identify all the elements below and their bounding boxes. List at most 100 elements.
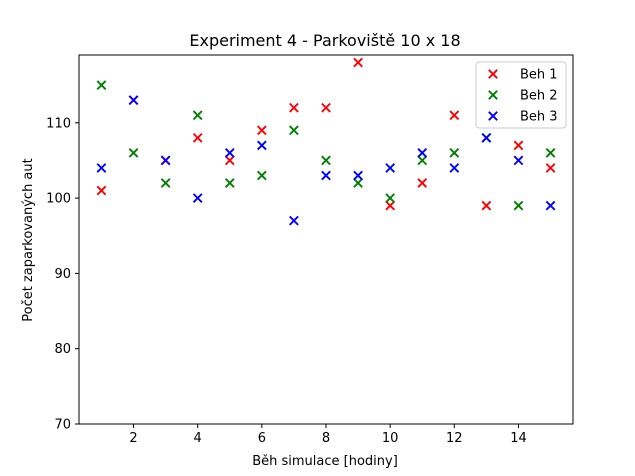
legend-label-1: Beh 1 [520,68,558,83]
data-point-s2-15-stroke-b [545,148,556,158]
data-point-s2-10-stroke-b [385,193,396,203]
data-point-s1-9-stroke-b [353,57,363,68]
legend-marker-1-stroke-b [488,69,498,79]
chart-title: Experiment 4 - Parkoviště 10 x 18 [189,31,460,50]
data-point-s3-8 [321,170,331,181]
data-point-s2-4-stroke-b [192,110,203,121]
data-point-s2-12-stroke-b [449,148,460,158]
data-point-s3-5-stroke-b [224,148,235,158]
data-point-s3-12-stroke-b [449,163,460,173]
data-point-s1-11-stroke-b [417,178,428,188]
data-point-s3-7 [289,215,299,226]
data-point-s3-10 [385,163,396,173]
data-point-s1-10 [385,200,396,211]
data-point-s1-8 [321,102,331,113]
data-point-s1-5-stroke-b [224,155,235,166]
y-axis-label: Počet zaparkovaných aut [21,158,36,322]
legend-marker-1 [488,69,498,79]
data-point-s2-1 [96,80,107,90]
data-point-s2-5-stroke-b [224,178,235,188]
data-point-s1-14-stroke-b [513,140,524,151]
data-point-s1-14 [513,140,524,151]
x-tick-label: 6 [258,431,266,446]
y-axis: 70 80 90 100 110 [46,116,79,433]
legend-marker-2-stroke-b [488,90,498,100]
data-point-s3-9-stroke-b [353,170,363,181]
data-point-s2-4 [192,110,203,121]
data-point-s3-9 [353,170,363,181]
legend-label-3: Beh 3 [520,110,558,125]
x-tick-label: 2 [129,431,137,446]
data-point-s3-5 [224,148,235,158]
x-tick-label: 10 [382,431,399,446]
data-point-s2-8-stroke-b [321,155,331,166]
data-point-s3-2 [128,95,139,106]
data-point-s2-6 [256,170,267,181]
data-point-s2-3-stroke-b [160,178,171,188]
y-tick-label: 90 [54,267,71,282]
y-tick-label: 80 [54,342,71,357]
legend-label-2: Beh 2 [520,89,558,104]
data-point-s2-11-stroke-b [417,155,428,166]
data-point-s2-9 [353,178,363,188]
data-point-s3-15 [545,200,556,211]
data-point-s1-5 [224,155,235,166]
data-point-s1-10-stroke-b [385,200,396,211]
data-point-s3-10-stroke-b [385,163,396,173]
data-point-s3-7-stroke-b [289,215,299,226]
data-point-s1-1 [96,185,107,196]
x-tick-label: 12 [446,431,463,446]
data-point-s2-5 [224,178,235,188]
data-point-s3-3 [160,155,171,166]
data-point-s3-3-stroke-b [160,155,171,166]
data-point-s1-4 [192,132,203,143]
legend-box [475,61,567,129]
data-point-s1-4-stroke-b [192,132,203,143]
data-point-s2-10 [385,193,396,203]
data-point-s2-7 [289,125,299,136]
legend-marker-3 [488,111,498,121]
plot-marks [96,57,556,226]
data-point-s2-1-stroke-b [96,80,107,90]
data-point-s2-6-stroke-b [256,170,267,181]
data-point-s3-6-stroke-b [256,140,267,151]
legend-marker-3-stroke-b [488,111,498,121]
data-point-s1-1-stroke-b [96,185,107,196]
x-tick-label: 4 [194,431,202,446]
data-point-s3-4 [192,193,203,203]
data-point-s2-2 [128,148,139,158]
data-point-s1-7 [289,102,299,113]
data-point-s2-14-stroke-b [513,200,524,211]
data-point-s1-15-stroke-b [545,163,556,173]
data-point-s1-6-stroke-b [256,125,267,136]
data-point-s3-2-stroke-b [128,95,139,106]
data-point-s3-11 [417,148,428,158]
data-point-s3-12 [449,163,460,173]
legend: Beh 1 Beh 2 Beh 3 [475,61,567,129]
data-point-s3-13-stroke-b [481,132,492,143]
data-point-s2-2-stroke-b [128,148,139,158]
data-point-s3-14-stroke-b [513,155,524,166]
data-point-s1-9 [353,57,363,68]
data-point-s3-1-stroke-b [96,163,107,173]
data-point-s3-1 [96,163,107,173]
data-point-s2-9-stroke-b [353,178,363,188]
data-point-s2-8 [321,155,331,166]
y-tick-label: 100 [46,192,71,207]
data-point-s1-13 [481,200,492,211]
x-axis: 2 4 6 8 10 12 14 [129,424,527,446]
x-tick-label: 8 [322,431,330,446]
data-point-s2-3 [160,178,171,188]
data-point-s1-12-stroke-b [449,110,460,121]
y-tick-label: 110 [46,116,71,131]
data-point-s2-12 [449,148,460,158]
x-tick-label: 14 [510,431,527,446]
data-point-s3-6 [256,140,267,151]
data-point-s2-14 [513,200,524,211]
data-point-s3-4-stroke-b [192,193,203,203]
data-point-s2-7-stroke-b [289,125,299,136]
data-point-s3-14 [513,155,524,166]
y-tick-label: 70 [54,418,71,433]
data-point-s1-7-stroke-b [289,102,299,113]
